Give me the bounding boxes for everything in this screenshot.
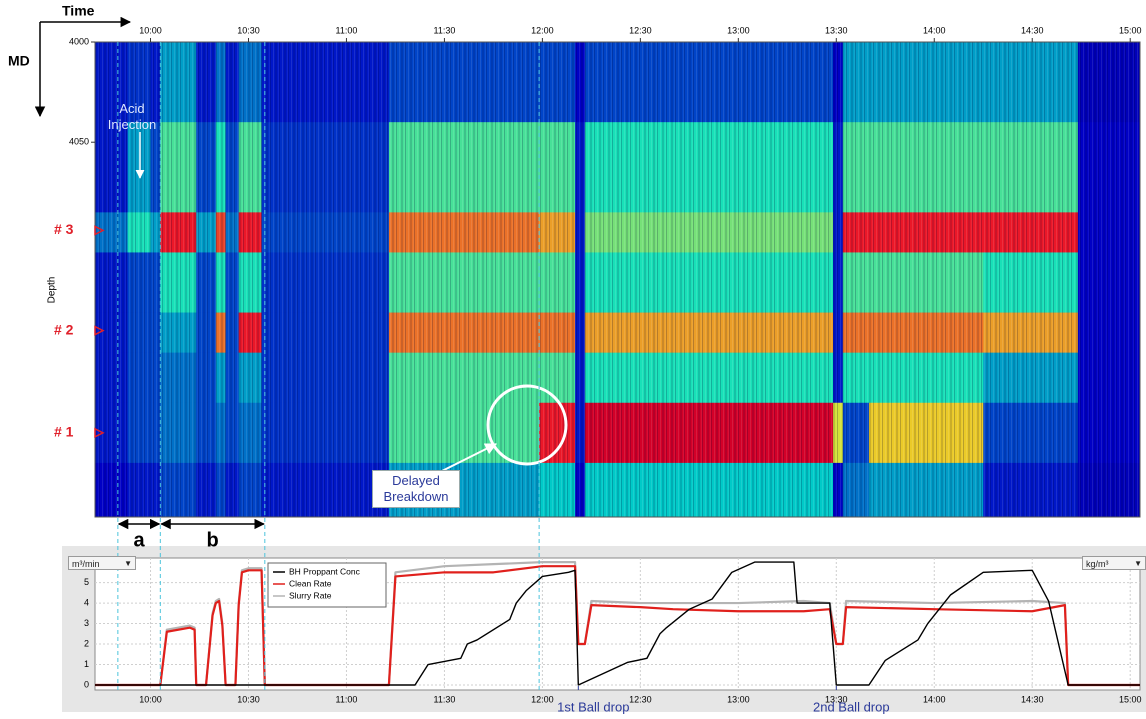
y-tick-label: 3 (84, 618, 89, 628)
texture (95, 42, 1140, 517)
x-tick-label: 12:00 (531, 25, 554, 35)
legend-label: Slurry Rate (289, 590, 332, 600)
legend-label: BH Proppant Conc (289, 566, 361, 576)
annotation: Delayed Breakdown (372, 470, 460, 508)
y-tick-label: 0 (84, 679, 89, 689)
legend-box (267, 562, 387, 608)
series-line (95, 561, 1140, 686)
stage-marker (94, 325, 105, 336)
x-tick-label: 13:00 (727, 694, 750, 704)
x-tick-label: 13:30 (825, 694, 848, 704)
stage-label: # 2 (54, 321, 74, 337)
rate-panel: 10:00 10:30 11:00 11:30 12:00 12:30 13:00 13:30… (62, 546, 1146, 714)
x-tick-label: 11:30 (433, 694, 455, 704)
stage-marker (94, 427, 105, 439)
stage-label: # 1 (54, 424, 74, 440)
x-tick-label: 12:30 (629, 694, 652, 704)
y-unit: m³/min (72, 559, 100, 569)
x-tick-label: 11:30 (433, 25, 455, 35)
y-tick-label: 2 (84, 638, 89, 648)
dropdown-icon: ▼ (124, 559, 132, 568)
y-tick-label: 4000 (69, 36, 89, 46)
stage-marker (94, 225, 105, 236)
ball-drop-label: 1st Ball drop (557, 699, 629, 714)
x-tick-label: 10:00 (139, 694, 162, 704)
x-tick-label: 12:00 (531, 694, 554, 704)
series-line (95, 565, 1140, 687)
y-tick-label: 5 (84, 577, 89, 587)
y-tick-label: 1 (84, 659, 89, 669)
unit-selector[interactable]: kg/m³ ▼ (1082, 556, 1146, 570)
y2-unit: kg/m³ (1086, 559, 1109, 569)
x-tick-label: 15:00 (1119, 694, 1142, 704)
x-tick-label: 13:30 (825, 25, 848, 35)
x-tick-label: 12:30 (629, 25, 652, 35)
heatmap-panel: 10:00 10:30 11:00 11:30 12:00 12:30 13:00 13:30… (69, 25, 1142, 518)
x-tick-label: 14:00 (923, 25, 946, 35)
frame (94, 41, 1141, 518)
depth-title: Depth (47, 277, 58, 304)
stage-label: # 3 (54, 221, 74, 237)
span-label: a (134, 529, 146, 551)
y-tick-label: 4 (84, 597, 89, 607)
x-tick-label: 15:00 (1119, 25, 1142, 35)
x-tick-label: 10:30 (237, 25, 260, 35)
y-label: MD (8, 53, 30, 69)
breakdown-arrow (439, 443, 498, 473)
x-tick-label: 14:00 (923, 694, 946, 704)
x-tick-label: 14:30 (1021, 25, 1044, 35)
span-label: b (206, 529, 218, 551)
annotation: Acid Injection (107, 101, 157, 132)
y-tick-label: 4050 (69, 137, 89, 147)
x-tick-label: 10:00 (139, 25, 162, 35)
unit-selector[interactable]: m³/min ▼ (68, 556, 136, 570)
x-tick-label: 11:00 (336, 25, 358, 35)
x-tick-label: 11:00 (336, 694, 358, 704)
breakdown-circle (486, 384, 568, 466)
dropdown-icon: ▼ (1134, 559, 1142, 568)
legend-label: Clean Rate (289, 578, 332, 588)
x-label: Time (62, 3, 95, 19)
ball-drop-label: 2nd Ball drop (813, 699, 890, 714)
overlay: Time MD Depth # 3 # 2 # 1 a b (8, 3, 568, 690)
x-tick-label: 13:00 (727, 25, 750, 35)
x-tick-label: 14:30 (1021, 694, 1044, 704)
x-tick-label: 10:30 (237, 694, 260, 704)
